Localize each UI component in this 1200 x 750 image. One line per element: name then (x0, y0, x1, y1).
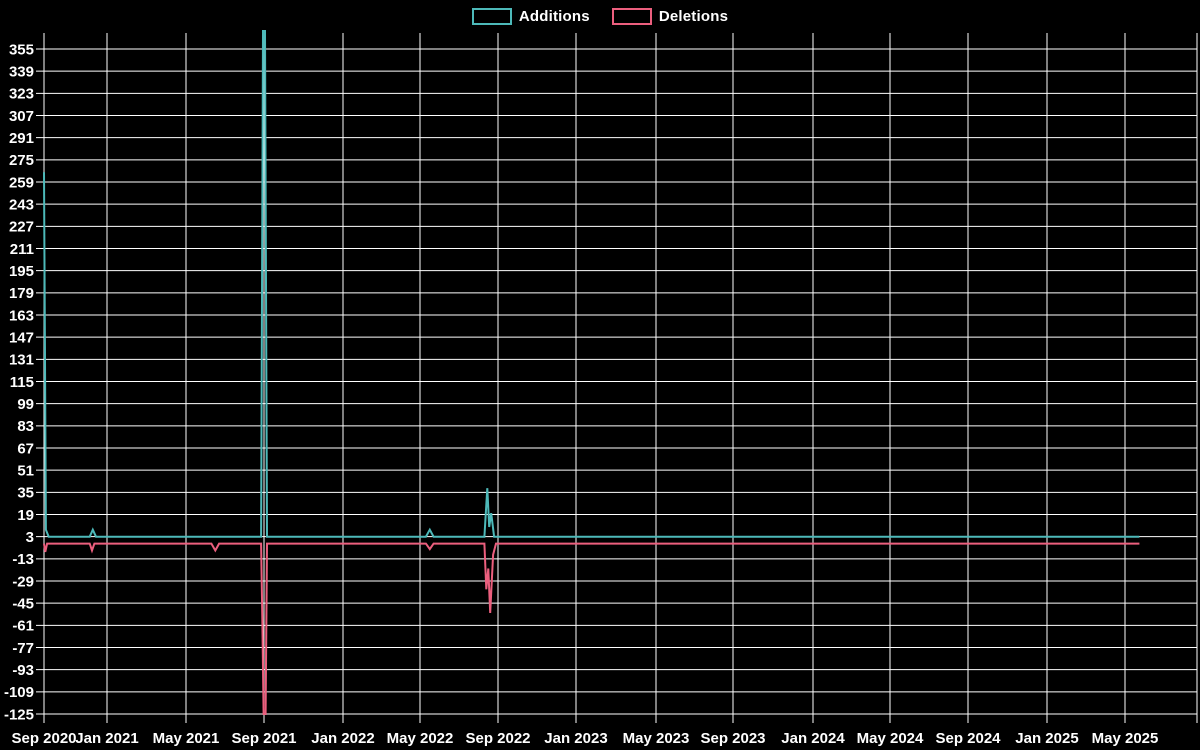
x-axis-tick-label: May 2021 (153, 730, 220, 747)
legend-item-additions[interactable]: Additions (471, 8, 590, 25)
y-axis-tick-label: 19 (17, 507, 34, 524)
y-axis-tick-label: 195 (9, 263, 34, 280)
x-axis-tick-label: Jan 2022 (311, 730, 374, 747)
x-axis-tick-label: May 2023 (623, 730, 690, 747)
legend-label-additions: Additions (518, 8, 590, 25)
chart-legend: Additions Deletions (0, 8, 1200, 25)
x-axis-tick-label: May 2022 (387, 730, 454, 747)
y-axis-tick-label: -61 (12, 618, 34, 635)
y-axis-tick-label: -93 (12, 662, 34, 679)
x-axis-tick-label: Jan 2025 (1015, 730, 1078, 747)
y-axis-tick-label: 355 (9, 41, 34, 58)
y-axis-tick-label: 35 (17, 485, 34, 502)
x-axis-tick-label: Sep 2024 (935, 730, 1001, 747)
x-axis-tick-label: Sep 2020 (11, 730, 76, 747)
legend-item-deletions[interactable]: Deletions (611, 8, 729, 25)
y-axis-tick-label: -77 (12, 640, 34, 657)
y-axis-tick-label: 67 (17, 440, 34, 457)
additions-swatch-icon (471, 8, 512, 25)
y-axis-tick-label: 179 (9, 285, 34, 302)
y-axis-tick-label: 147 (9, 329, 34, 346)
x-axis-tick-label: Sep 2022 (465, 730, 530, 747)
y-axis-tick-label: -109 (4, 684, 34, 701)
deletions-swatch-icon (611, 8, 652, 25)
legend-label-deletions: Deletions (658, 8, 729, 25)
x-axis-tick-label: May 2024 (857, 730, 924, 747)
y-axis-tick-label: -45 (12, 595, 34, 612)
y-axis-tick-label: 339 (9, 63, 34, 80)
y-axis-tick-label: 51 (17, 462, 34, 479)
y-axis-tick-label: 275 (9, 152, 34, 169)
x-axis-tick-label: Jan 2023 (544, 730, 607, 747)
y-axis-tick-label: 211 (10, 241, 34, 258)
y-axis-tick-label: 115 (10, 374, 34, 391)
y-axis-tick-label: 259 (9, 174, 34, 191)
x-axis-tick-label: Sep 2021 (231, 730, 296, 747)
y-axis-tick-label: 323 (9, 86, 34, 103)
y-axis-tick-label: 291 (9, 130, 34, 147)
y-axis-tick-label: 163 (9, 307, 34, 324)
y-axis-tick-label: 83 (17, 418, 34, 435)
series-line-deletions (43, 542, 1140, 715)
x-axis-tick-label: Jan 2024 (781, 730, 845, 747)
y-axis-tick-label: -13 (12, 551, 34, 568)
y-axis-tick-label: 99 (17, 396, 34, 413)
y-axis-tick-label: 307 (9, 108, 34, 125)
y-axis-tick-label: 227 (9, 219, 34, 236)
series-line-additions (43, 30, 1140, 538)
x-axis-tick-label: May 2025 (1092, 730, 1159, 747)
x-axis-tick-label: Sep 2023 (700, 730, 765, 747)
y-axis-tick-label: 3 (26, 529, 34, 546)
y-axis-tick-label: -29 (12, 573, 34, 590)
y-axis-tick-label: 131 (9, 352, 34, 369)
y-axis-tick-label: 243 (9, 196, 34, 213)
x-axis-tick-label: Jan 2021 (75, 730, 138, 747)
y-axis-tick-label: -125 (4, 706, 34, 723)
